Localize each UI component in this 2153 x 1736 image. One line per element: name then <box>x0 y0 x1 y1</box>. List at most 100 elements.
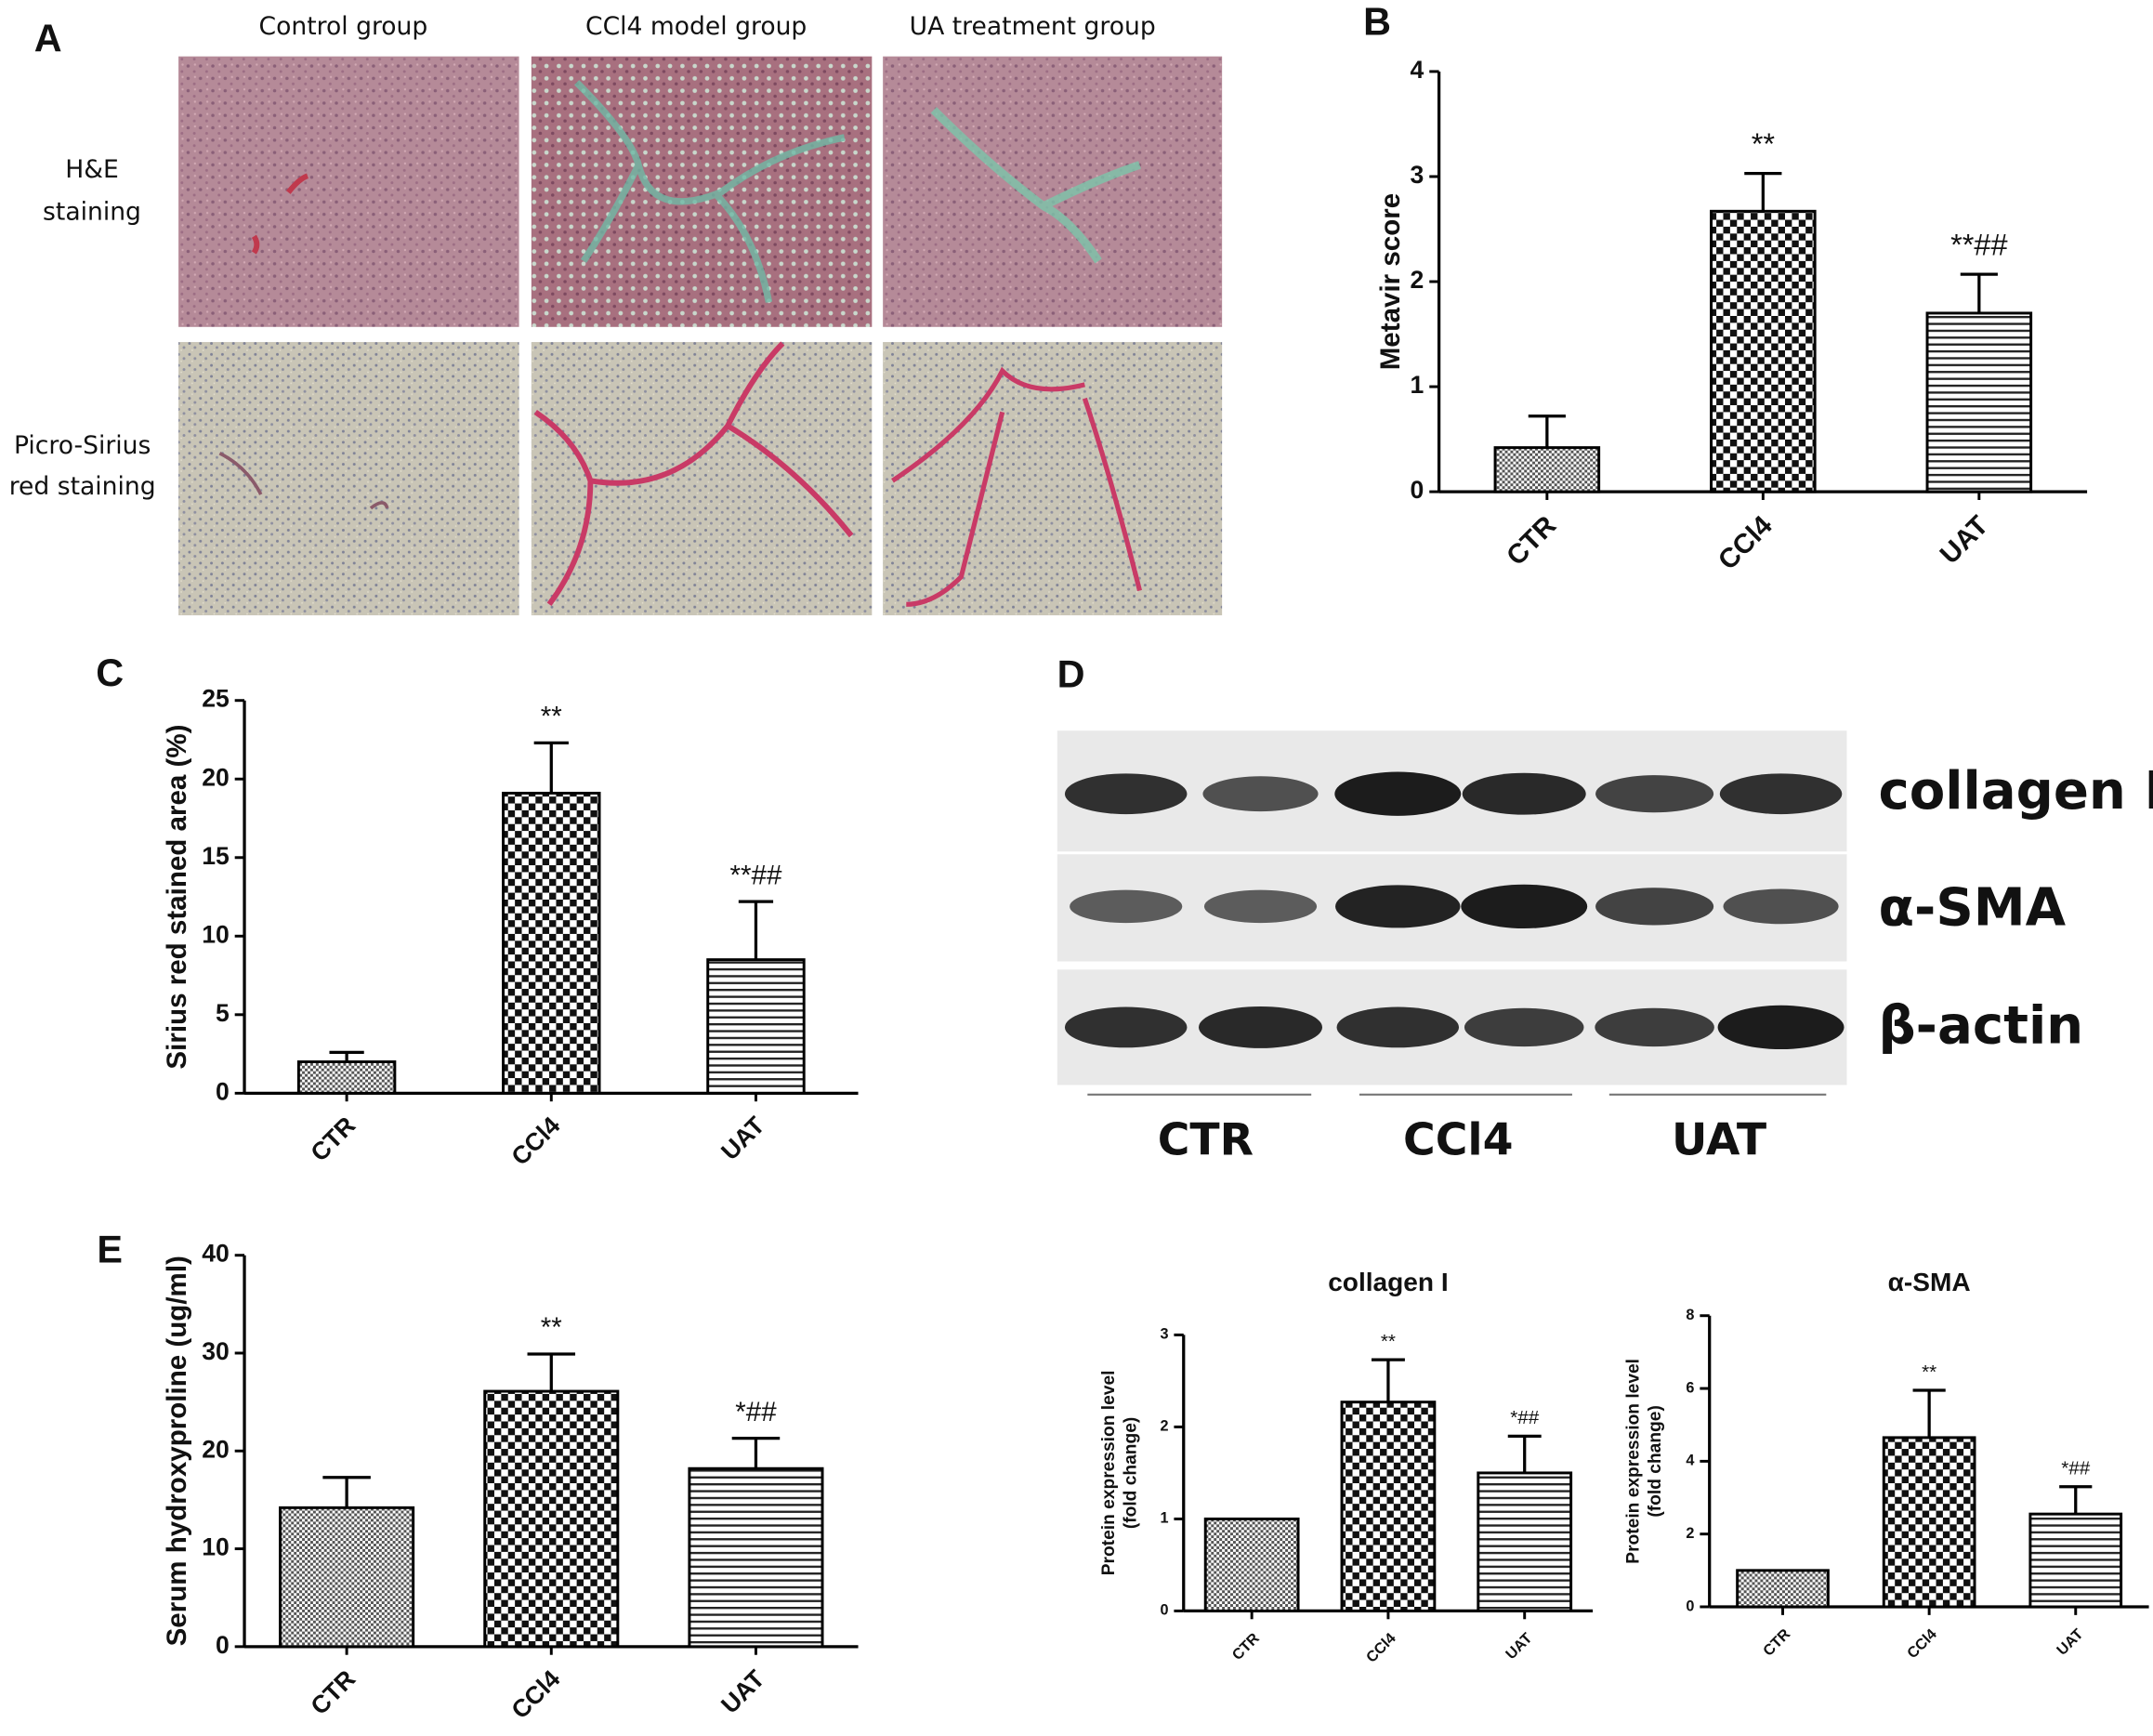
micrograph <box>531 56 873 327</box>
micrograph <box>178 342 519 616</box>
error-bar <box>731 1436 781 1469</box>
significance: **## <box>730 860 782 890</box>
bar <box>706 958 806 1095</box>
y-tick-label: 0 <box>216 1631 230 1659</box>
y-tick-label: 2 <box>1411 266 1424 294</box>
significance: *## <box>2061 1458 2091 1480</box>
blot-band <box>1335 885 1461 928</box>
western-blot <box>1057 730 1847 1085</box>
fibrosis <box>930 107 1141 264</box>
y-tick-label: 1 <box>1160 1510 1168 1527</box>
y-tick-label: 10 <box>202 1533 230 1561</box>
blot-band <box>1462 772 1586 815</box>
y-tick-label: 15 <box>202 842 230 870</box>
y-tick-label: 20 <box>202 1435 230 1463</box>
band-label: α-SMA <box>1878 877 2066 938</box>
bar <box>483 1389 620 1649</box>
error-bar <box>1960 272 1998 313</box>
y-axis-label: Metavir score <box>1375 193 1406 371</box>
y-tick-label: 6 <box>1686 1379 1694 1396</box>
panel-letter: B <box>1363 1 1391 44</box>
column-header: Control group <box>259 12 428 41</box>
y-tick-label: 30 <box>202 1337 230 1365</box>
x-tick-label: CCl4 <box>505 1111 565 1171</box>
blot-band <box>1595 888 1714 926</box>
x-tick-label: UAT <box>1934 510 1994 571</box>
bar <box>1736 1569 1830 1609</box>
y-tick-label: 8 <box>1686 1307 1694 1323</box>
blot-band <box>1334 771 1462 816</box>
error-bar <box>527 1352 576 1392</box>
bar <box>2028 1512 2123 1609</box>
blot-band <box>1336 1006 1460 1048</box>
group-label: UAT <box>1672 1115 1766 1166</box>
micrograph <box>531 342 873 616</box>
y-axis-label: (fold change) <box>1122 1417 1141 1529</box>
x-tick-label: UAT <box>1503 1630 1536 1664</box>
band-label: β-actin <box>1878 996 2083 1057</box>
panel-letter: C <box>96 651 124 694</box>
x-tick-label: CTR <box>305 1111 361 1167</box>
x-tick-label: CTR <box>1760 1625 1794 1660</box>
y-axis-label: Serum hydroxyproline (ug/ml) <box>162 1256 192 1646</box>
significance: **## <box>1950 228 2007 261</box>
x-tick-label: CCl4 <box>1904 1625 1940 1662</box>
x-tick-label: CTR <box>1229 1630 1264 1664</box>
y-tick-label: 0 <box>1411 476 1424 504</box>
y-tick-label: 40 <box>202 1240 230 1268</box>
y-tick-label: 5 <box>216 999 230 1027</box>
bar <box>688 1466 824 1649</box>
significance: ** <box>1922 1361 1936 1383</box>
chart-title: collagen I <box>1328 1268 1448 1296</box>
row-label: Picro-Sirius <box>14 431 151 460</box>
y-axis-label: Protein expression level <box>1099 1371 1119 1576</box>
significance: ** <box>541 702 562 732</box>
row-label: H&E <box>65 155 119 184</box>
micrograph <box>178 56 519 327</box>
column-header: UA treatment group <box>910 12 1156 41</box>
y-tick-label: 0 <box>1160 1602 1168 1619</box>
y-axis-label: Protein expression level <box>1624 1359 1644 1564</box>
x-tick-label: CCl4 <box>1713 509 1779 575</box>
error-bar <box>1744 171 1782 212</box>
significance: *## <box>735 1397 777 1427</box>
blot-band <box>1203 889 1318 924</box>
bar <box>1203 1517 1300 1612</box>
x-tick-label: CCl4 <box>505 1664 565 1724</box>
bar <box>1340 1401 1437 1612</box>
blot-band <box>1202 776 1319 812</box>
error-bar <box>2059 1485 2093 1515</box>
panel-letter: A <box>34 17 62 59</box>
error-bar <box>1507 1434 1542 1473</box>
y-tick-label: 0 <box>1686 1598 1694 1614</box>
micrographs <box>178 56 1223 616</box>
error-bar <box>1371 1358 1405 1402</box>
error-bar <box>1912 1388 1946 1438</box>
y-tick-label: 0 <box>216 1077 230 1105</box>
y-tick-label: 25 <box>202 685 230 713</box>
row-label: staining <box>43 198 141 227</box>
blot-band <box>1719 773 1843 815</box>
blot-band <box>1595 1007 1714 1047</box>
fibrosis <box>574 80 846 303</box>
x-tick-label: CTR <box>305 1664 361 1720</box>
y-axis-label: Sirius red stained area (%) <box>162 724 192 1069</box>
significance: ** <box>1381 1331 1396 1352</box>
blot-band <box>1070 889 1183 924</box>
column-header: CCl4 model group <box>585 12 807 41</box>
error-bar <box>1528 414 1566 448</box>
group-label: CTR <box>1158 1115 1254 1166</box>
vessel <box>251 173 309 255</box>
blot-band <box>1717 1005 1844 1050</box>
x-tick-label: CCl4 <box>1363 1630 1399 1666</box>
y-tick-label: 10 <box>202 920 230 948</box>
blot-band <box>1464 1007 1584 1047</box>
bar <box>1925 311 2033 493</box>
bar <box>1477 1471 1573 1612</box>
error-bar <box>738 900 774 960</box>
x-tick-label: UAT <box>715 1111 769 1165</box>
blot-band <box>1595 775 1714 813</box>
bar <box>1882 1436 1976 1609</box>
